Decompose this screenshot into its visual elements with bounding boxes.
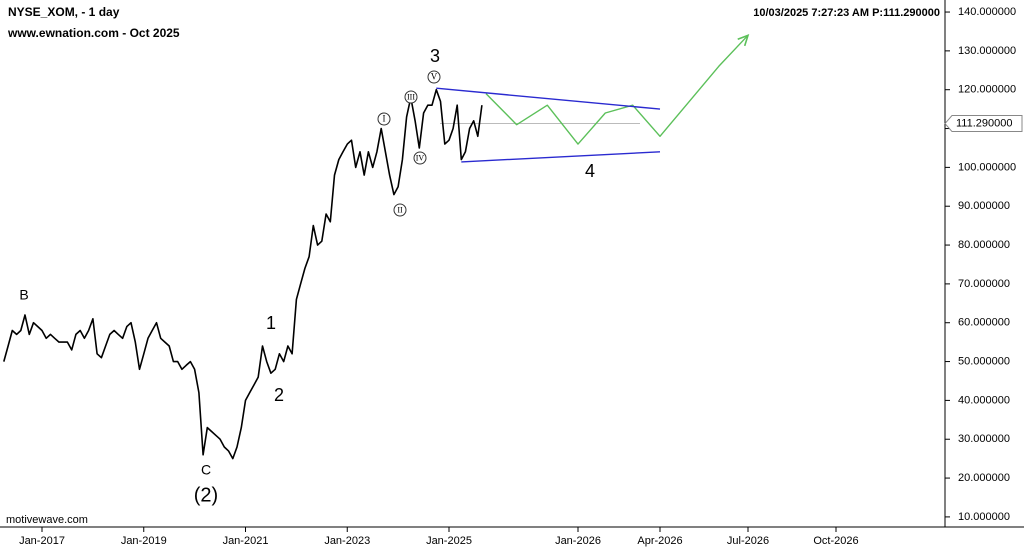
wave-circle	[413, 151, 427, 165]
y-tick-label: 30.000000	[958, 433, 1010, 445]
wave-label: V	[431, 72, 438, 82]
footer-brand: motivewave.com	[6, 514, 88, 526]
x-tick-label: Oct-2026	[813, 535, 858, 547]
wave-circle	[377, 112, 391, 126]
wave-circle	[427, 70, 441, 84]
y-tick-label: 20.000000	[958, 472, 1010, 484]
y-tick-label: 40.000000	[958, 394, 1010, 406]
chart-title: NYSE_XOM, - 1 day	[8, 5, 120, 19]
header-info: 10/03/2025 7:27:23 AM P:111.290000	[753, 7, 940, 19]
wave-label: III	[407, 92, 415, 101]
y-tick-label: 60.000000	[958, 317, 1010, 329]
wave-label: IV	[416, 153, 425, 162]
x-tick-label: Jan-2023	[324, 535, 370, 547]
wave-label: B	[19, 287, 28, 303]
x-tick-label: Apr-2026	[637, 535, 682, 547]
x-tick-label: Jan-2019	[121, 535, 167, 547]
wave-label: C	[201, 462, 211, 478]
wave-label: II	[397, 205, 403, 214]
current-price-box	[944, 115, 1023, 133]
current-price-label: 111.290000	[956, 117, 1012, 129]
y-tick-label: 100.000000	[958, 161, 1016, 173]
y-tick-label: 90.000000	[958, 200, 1010, 212]
wave-label: 4	[585, 161, 595, 181]
y-tick-label: 140.000000	[958, 6, 1016, 18]
wave-label: (2)	[194, 484, 218, 506]
chart-subtitle: www.ewnation.com - Oct 2025	[7, 26, 180, 40]
y-tick-label: 130.000000	[958, 45, 1016, 57]
arrow-head	[737, 34, 750, 47]
x-tick-label: Jan-2021	[223, 535, 269, 547]
price-line	[485, 34, 749, 145]
wave-label: 3	[430, 46, 440, 66]
price-line	[436, 87, 661, 110]
wave-circle	[404, 90, 418, 104]
x-tick-label: Jul-2026	[727, 535, 769, 547]
y-tick-label: 120.000000	[958, 84, 1016, 96]
wave-label: 2	[274, 385, 284, 405]
y-tick-label: 70.000000	[958, 278, 1010, 290]
wave-label: I	[383, 114, 386, 124]
y-tick-label: 50.000000	[958, 355, 1010, 367]
x-tick-label: Jan-2026	[555, 535, 601, 547]
x-tick-label: Jan-2025	[426, 535, 472, 547]
y-tick-label: 80.000000	[958, 239, 1010, 251]
wave-circle	[393, 203, 407, 217]
x-tick-label: Jan-2017	[19, 535, 65, 547]
price-line	[3, 88, 483, 460]
y-tick-label: 10.000000	[958, 511, 1010, 523]
wave-label: 1	[266, 313, 276, 333]
price-line	[461, 151, 661, 163]
